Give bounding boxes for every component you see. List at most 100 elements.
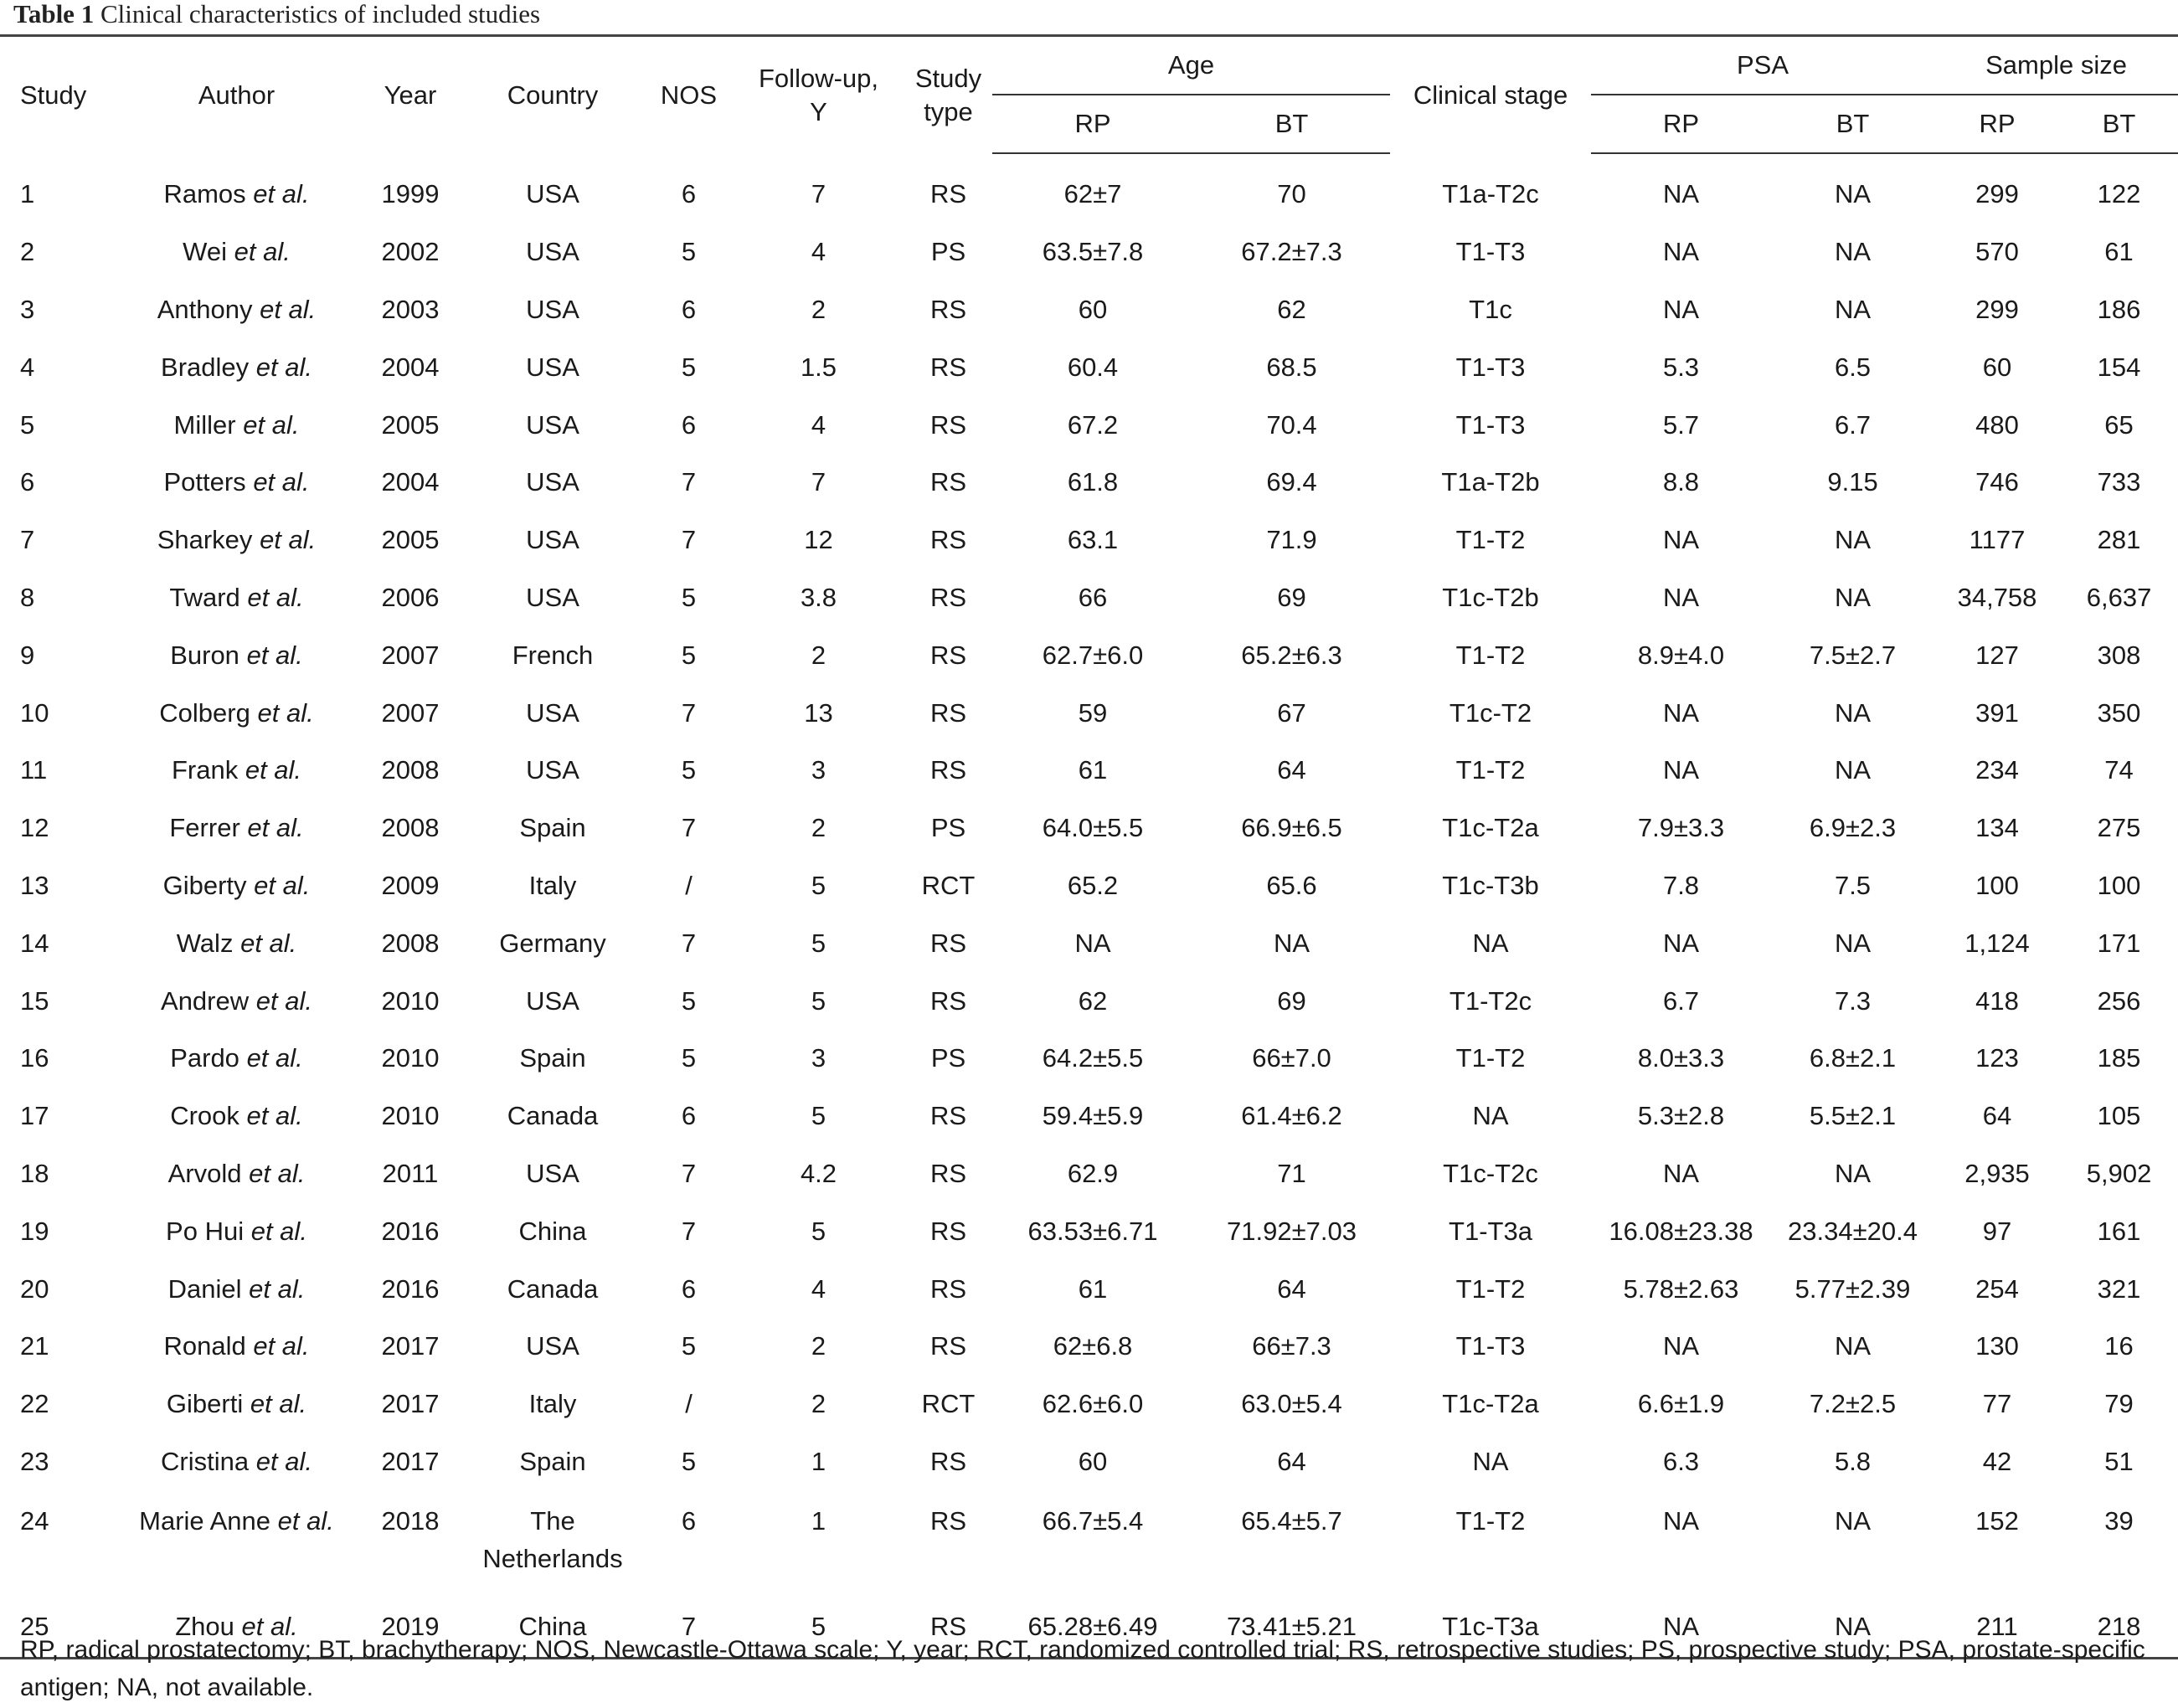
cell-sample-rp: 42 bbox=[1982, 1446, 2012, 1476]
cell-study: 21 bbox=[20, 1331, 49, 1361]
cell-study-type: RS bbox=[929, 1506, 967, 1536]
cell-psa-rp: NA bbox=[1662, 928, 1700, 958]
cell-sample-rp: 570 bbox=[1975, 237, 2019, 267]
cell-year: 2017 bbox=[381, 1446, 440, 1476]
cell-author: Cristina et al. bbox=[161, 1446, 312, 1476]
cell-author: Giberty et al. bbox=[162, 870, 311, 900]
cell-psa-bt: 7.2±2.5 bbox=[1809, 1389, 1897, 1419]
cell-year: 2004 bbox=[381, 352, 440, 382]
cell-psa-rp: 7.8 bbox=[1662, 870, 1700, 900]
cell-country: Italy bbox=[528, 1389, 577, 1419]
cell-age-bt: 64 bbox=[1277, 755, 1306, 785]
cell-nos: 5 bbox=[681, 985, 697, 1016]
cell-study: 2 bbox=[20, 237, 35, 267]
cell-clinical-stage: NA bbox=[1472, 1101, 1509, 1131]
cell-clinical-stage: T1-T2 bbox=[1455, 640, 1526, 670]
cell-author: Andrew et al. bbox=[161, 985, 312, 1016]
cell-study-type: RS bbox=[929, 525, 967, 555]
cell-study: 23 bbox=[20, 1446, 49, 1476]
cell-year: 2017 bbox=[381, 1331, 440, 1361]
cell-clinical-stage: NA bbox=[1472, 1446, 1509, 1476]
cell-nos: 6 bbox=[681, 409, 697, 440]
cell-followup: 2 bbox=[811, 813, 826, 843]
cell-country: Spain bbox=[519, 813, 586, 843]
cell-nos: / bbox=[685, 1389, 693, 1419]
table-row: 25 Zhou et al. 2019 China 7 5 RS 65.28±6.49 73.4… bbox=[0, 1597, 2178, 1660]
cell-nos: 5 bbox=[681, 1446, 697, 1476]
cell-sample-bt: 186 bbox=[2097, 294, 2141, 324]
cell-age-bt: 71 bbox=[1277, 1158, 1306, 1188]
header-year: Year bbox=[384, 80, 437, 110]
cell-year: 2016 bbox=[381, 1273, 440, 1304]
cell-sample-bt: 733 bbox=[2097, 467, 2141, 497]
cell-author: Colberg et al. bbox=[159, 697, 314, 728]
cell-nos: / bbox=[685, 870, 693, 900]
cell-psa-rp: NA bbox=[1591, 1597, 1772, 1660]
cell-author: Miller et al. bbox=[173, 409, 300, 440]
cell-year: 2019 bbox=[360, 1597, 461, 1660]
cell-author: Giberti et al. bbox=[166, 1389, 307, 1419]
cell-sample-rp: 123 bbox=[1975, 1043, 2019, 1073]
cell-followup: 4 bbox=[811, 237, 826, 267]
cell-sample-bt: 281 bbox=[2097, 525, 2141, 555]
cell-nos: 7 bbox=[681, 1216, 697, 1246]
cell-sample-bt: 275 bbox=[2097, 813, 2141, 843]
cell-study-type: RS bbox=[929, 582, 967, 612]
cell-study: 22 bbox=[20, 1389, 49, 1419]
cell-followup: 1.5 bbox=[800, 352, 837, 382]
cell-age-rp: 62 bbox=[1078, 985, 1108, 1016]
cell-psa-bt: NA bbox=[1834, 525, 1872, 555]
cell-study-type: RS bbox=[929, 294, 967, 324]
cell-followup: 3 bbox=[811, 1043, 826, 1073]
cell-sample-rp: 391 bbox=[1975, 697, 2019, 728]
cell-country: USA bbox=[526, 525, 579, 555]
cell-age-rp: 66 bbox=[1078, 582, 1108, 612]
cell-clinical-stage: T1-T2 bbox=[1455, 1043, 1526, 1073]
cell-sample-bt: 16 bbox=[2104, 1331, 2134, 1361]
cell-followup: 1 bbox=[811, 1506, 826, 1536]
cell-sample-bt: 161 bbox=[2097, 1216, 2141, 1246]
cell-age-rp: 62.7±6.0 bbox=[1042, 640, 1144, 670]
cell-year: 2002 bbox=[381, 237, 440, 267]
cell-year: 2003 bbox=[381, 294, 440, 324]
cell-study: 9 bbox=[20, 640, 35, 670]
cell-clinical-stage: T1c-T3a bbox=[1390, 1597, 1592, 1660]
cell-age-bt: 66.9±6.5 bbox=[1241, 813, 1342, 843]
cell-study: 13 bbox=[20, 870, 49, 900]
cell-country: USA bbox=[526, 1331, 579, 1361]
cell-study-type: RS bbox=[929, 1446, 967, 1476]
cell-age-bt: 68.5 bbox=[1266, 352, 1317, 382]
cell-age-rp: 63.1 bbox=[1067, 525, 1119, 555]
cell-country: USA bbox=[526, 697, 579, 728]
cell-age-bt: 61.4±6.2 bbox=[1241, 1101, 1342, 1131]
table-row: 21 Ronald et al. 2017 USA 5 2 RS 62±6.8 66±7.3 T1… bbox=[0, 1318, 2178, 1376]
cell-study-type: RCT bbox=[921, 870, 976, 900]
header-followup: Follow-up, Y bbox=[759, 63, 878, 126]
cell-nos: 7 bbox=[681, 1158, 697, 1188]
cell-age-bt: 64 bbox=[1277, 1446, 1306, 1476]
cell-study-type: RS bbox=[904, 1597, 992, 1660]
cell-clinical-stage: T1c-T2a bbox=[1442, 813, 1539, 843]
cell-nos: 5 bbox=[681, 237, 697, 267]
cell-sample-rp: 64 bbox=[1982, 1101, 2012, 1131]
cell-psa-rp: NA bbox=[1662, 1158, 1700, 1188]
cell-psa-rp: NA bbox=[1662, 697, 1700, 728]
cell-author: Ramos et al. bbox=[163, 178, 310, 208]
cell-study-type: RS bbox=[929, 697, 967, 728]
cell-author: Po Hui et al. bbox=[166, 1216, 307, 1246]
cell-study: 24 bbox=[20, 1506, 49, 1536]
table-row: 20 Daniel et al. 2016 Canada 6 4 RS 61 64 T1-T2 5.… bbox=[0, 1260, 2178, 1318]
cell-psa-rp: 5.78±2.63 bbox=[1623, 1273, 1739, 1304]
cell-age-bt: 70.4 bbox=[1266, 409, 1317, 440]
cell-psa-bt: 9.15 bbox=[1827, 467, 1878, 497]
cell-nos: 6 bbox=[681, 1506, 697, 1536]
cell-country: USA bbox=[526, 352, 579, 382]
cell-sample-bt: 185 bbox=[2097, 1043, 2141, 1073]
cell-age-bt: 67.2±7.3 bbox=[1241, 237, 1342, 267]
cell-psa-bt: 6.5 bbox=[1834, 352, 1872, 382]
cell-age-bt: 67 bbox=[1277, 697, 1306, 728]
cell-followup: 4 bbox=[811, 1273, 826, 1304]
cell-sample-rp: 211 bbox=[1934, 1597, 2061, 1660]
cell-sample-bt: 100 bbox=[2097, 870, 2141, 900]
cell-psa-bt: NA bbox=[1834, 1506, 1872, 1536]
